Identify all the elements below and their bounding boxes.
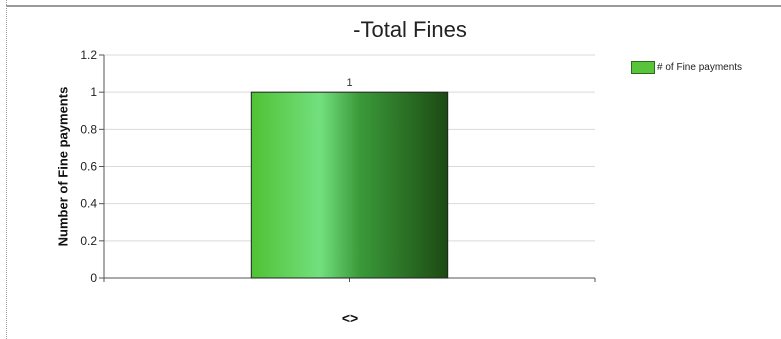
y-tick-label: 0.8: [80, 122, 97, 136]
bar: [250, 91, 449, 279]
y-tick-label: 1: [90, 85, 97, 99]
frame-top-border: [6, 0, 781, 7]
legend-swatch: [631, 61, 655, 74]
y-tick-label: 0.6: [80, 160, 97, 174]
chart-panel: -Total Fines Number of Fine payments # o…: [10, 7, 779, 339]
data-label: 1: [346, 77, 352, 89]
y-ticks: 0 0.2 0.4 0.6 0.8 1 1.2: [80, 48, 104, 285]
y-tick-label: 0.2: [80, 234, 97, 248]
bars: [250, 91, 449, 279]
y-tick-label: 0: [90, 271, 97, 285]
y-tick-label: 0.4: [80, 197, 97, 211]
data-labels: 1: [346, 77, 352, 89]
legend: # of Fine payments: [631, 61, 742, 74]
plot-area: 0 0.2 0.4 0.6 0.8 1 1.2 1: [80, 48, 596, 285]
legend-label: # of Fine payments: [657, 62, 743, 73]
frame-left-border: [0, 0, 7, 339]
chart-title: -Total Fines: [353, 17, 467, 42]
y-tick-label: 1.2: [80, 48, 97, 62]
x-category-label: <>: [341, 310, 359, 326]
